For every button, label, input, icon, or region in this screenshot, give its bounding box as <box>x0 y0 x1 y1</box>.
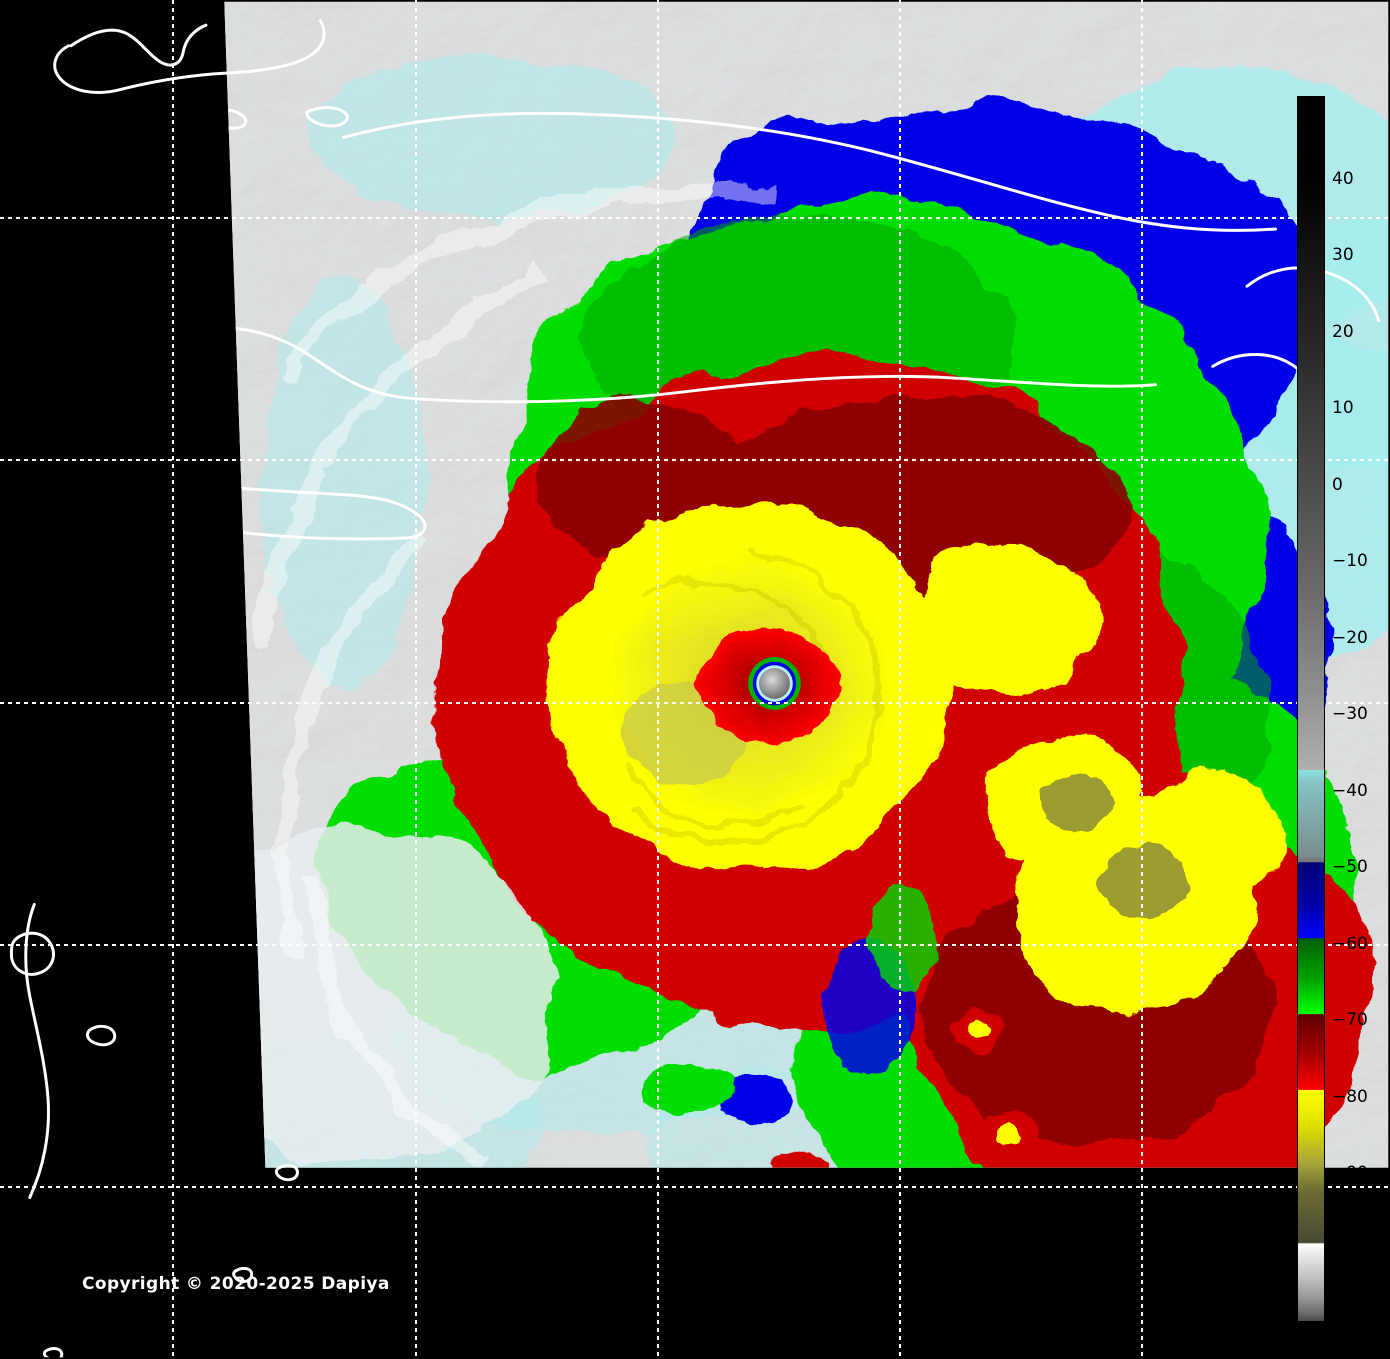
y-axis-tick-label: 18°N <box>41 547 84 567</box>
colorbar-tick-label: 0 <box>1332 475 1343 495</box>
gridline-horizontal <box>0 1186 1390 1188</box>
colorbar-tick-label: −30 <box>1332 704 1368 724</box>
y-axis-tick-label: 12°N <box>41 1274 84 1294</box>
copyright-label: Copyright © 2020-2025 Dapiya <box>82 1274 390 1294</box>
x-axis-tick-label: 80°W <box>462 1292 510 1312</box>
gridline-vertical <box>899 0 901 1359</box>
colorbar-tick-label: −10 <box>1332 551 1368 571</box>
gridline-horizontal <box>0 459 1390 461</box>
colorbar-tick-label: 20 <box>1332 322 1354 342</box>
colorbar-tick-label: −60 <box>1332 934 1368 954</box>
colorbar-tick-label: −20 <box>1332 628 1368 648</box>
gridline-vertical <box>415 0 417 1359</box>
colorbar-gradient <box>1298 97 1324 1321</box>
colorbar <box>1297 96 1325 1322</box>
gridline-vertical <box>172 0 174 1359</box>
x-axis-tick-label: 78°W <box>704 1292 752 1312</box>
y-axis-tick-label: 14°N <box>41 1032 84 1052</box>
y-axis-tick-label: 20°N <box>41 305 84 325</box>
gridline-vertical <box>657 0 659 1359</box>
colorbar-tick-label: 10 <box>1332 398 1354 418</box>
x-axis-tick-label: 82°W <box>219 1292 267 1312</box>
colorbar-tick-label: −50 <box>1332 857 1368 877</box>
gridline-horizontal <box>0 944 1390 946</box>
colorbar-tick-label: −80 <box>1332 1087 1368 1107</box>
colorbar-tick-label: 30 <box>1332 245 1354 265</box>
x-axis-tick-label: 76°W <box>946 1292 994 1312</box>
colorbar-tick-label: −40 <box>1332 781 1368 801</box>
x-axis-tick-label: 74°W <box>1188 1292 1236 1312</box>
colorbar-tick-label: 40 <box>1332 169 1354 189</box>
gridline-horizontal <box>0 217 1390 219</box>
gridline-horizontal <box>0 702 1390 704</box>
gridline-vertical <box>1141 0 1143 1359</box>
colorbar-tick-label: −70 <box>1332 1010 1368 1030</box>
colorbar-tick-label: −90 <box>1332 1163 1368 1183</box>
y-axis-tick-label: 16°N <box>41 789 84 809</box>
